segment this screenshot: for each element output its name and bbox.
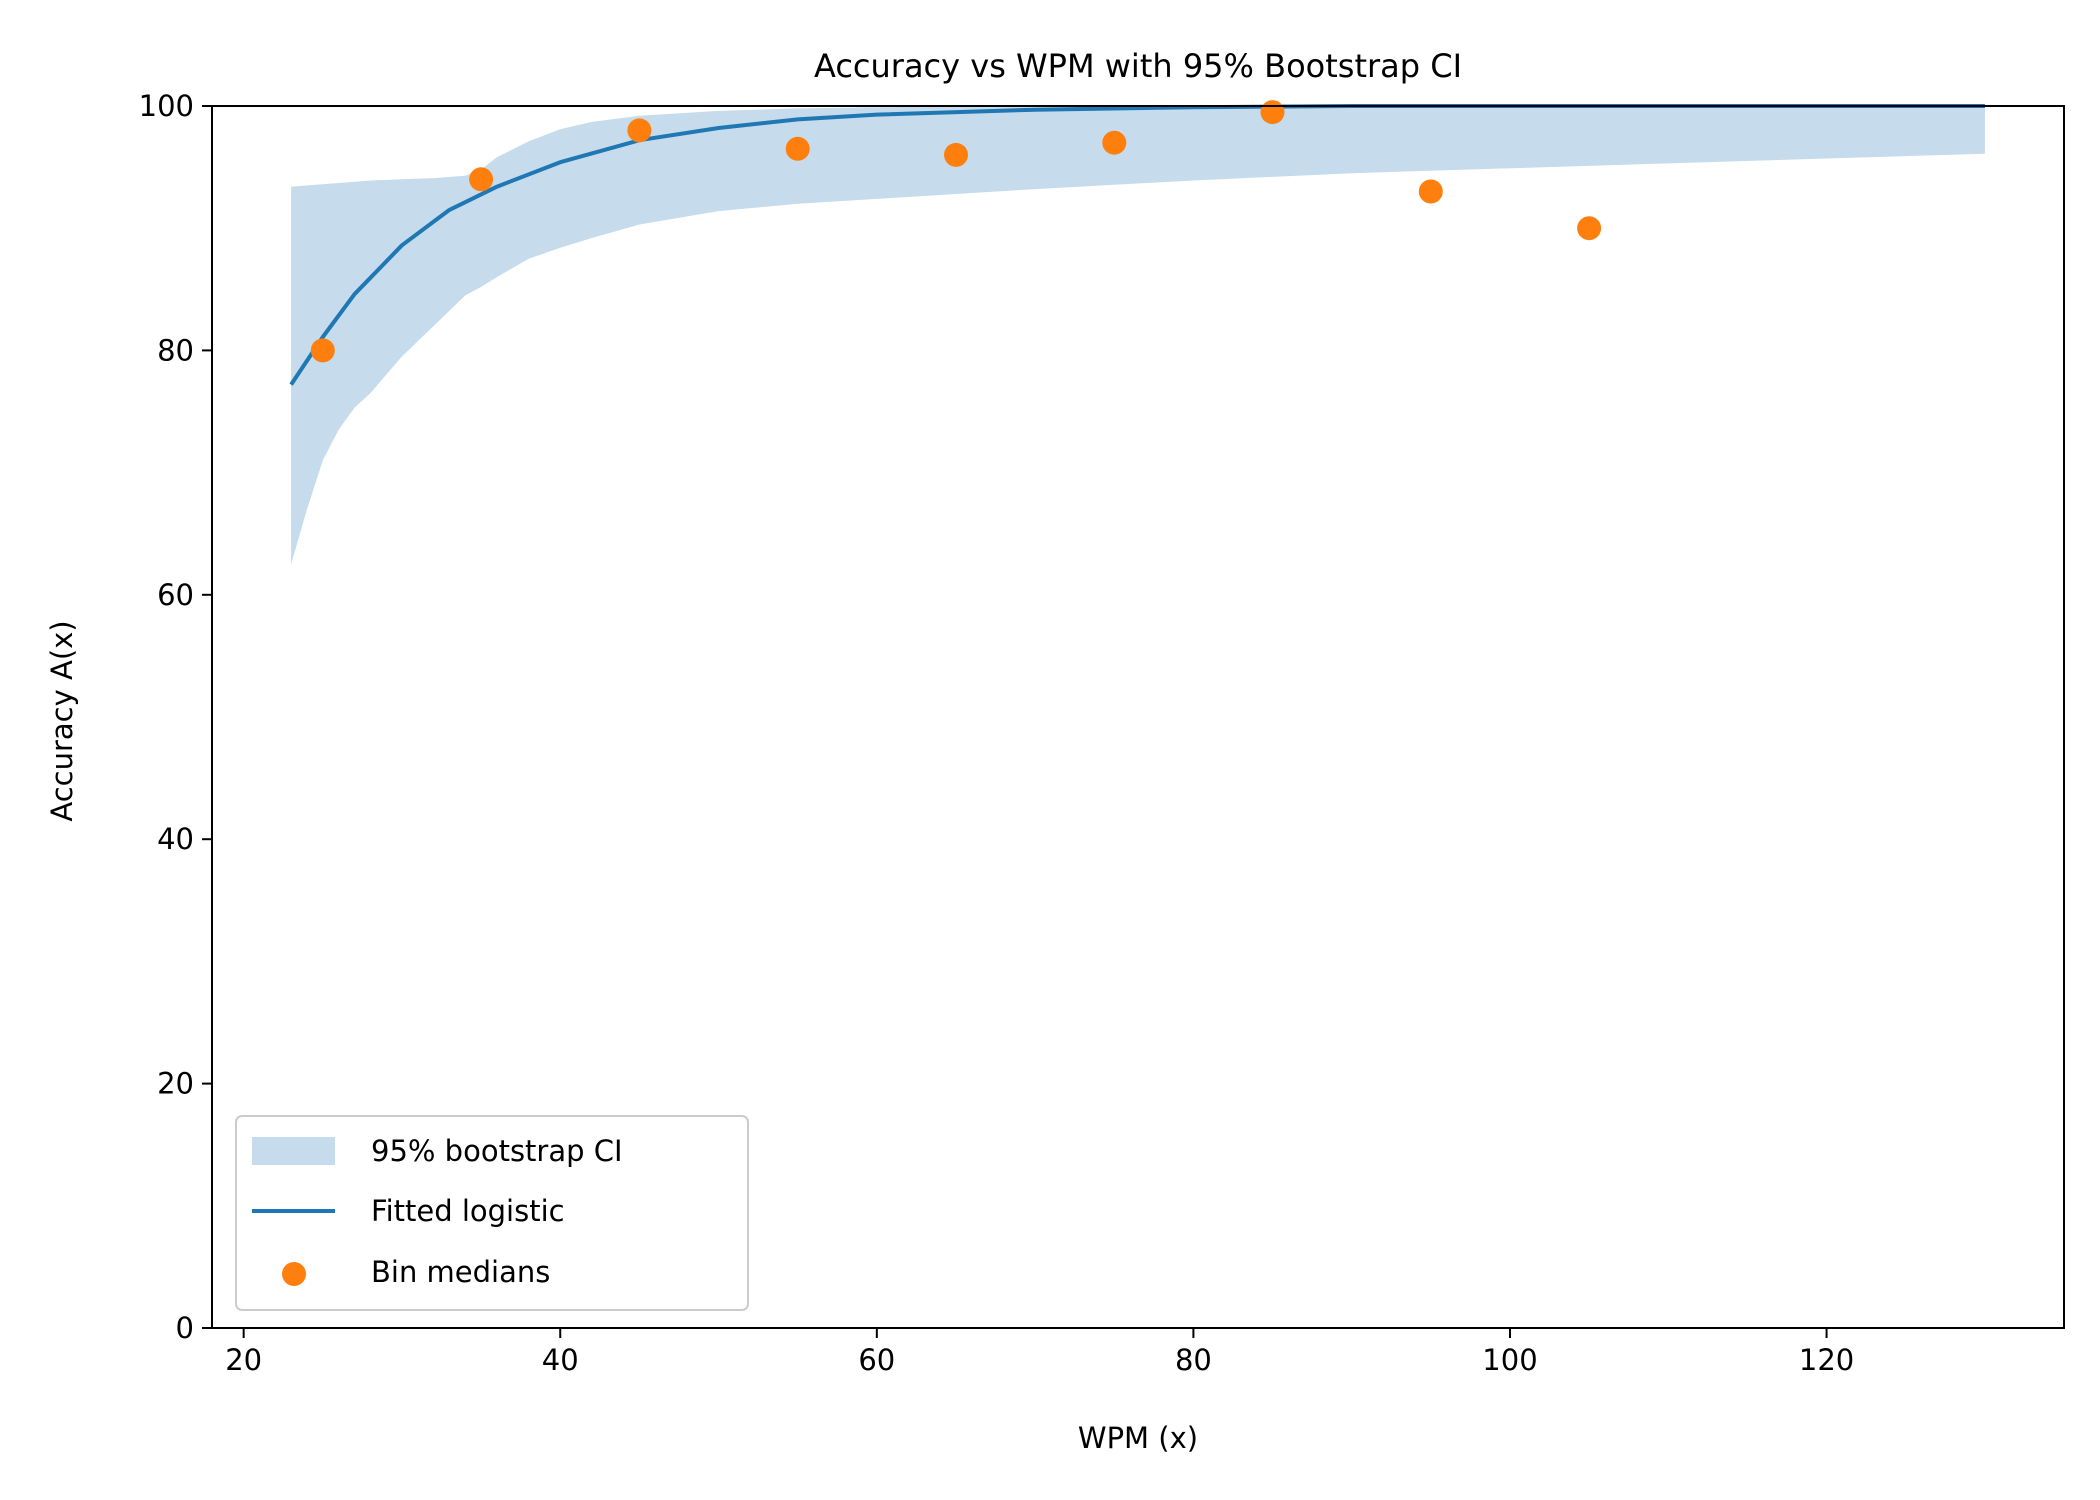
legend: 95% bootstrap CI Fitted logistic Bin media… [235, 1115, 749, 1311]
chart-title: Accuracy vs WPM with 95% Bootstrap CI [814, 47, 1462, 85]
bin-median-point [1102, 130, 1127, 155]
bin-median-point [469, 167, 494, 192]
bin-median-point [310, 338, 335, 363]
x-tick-label: 40 [542, 1343, 579, 1377]
bin-median-point [1260, 100, 1285, 125]
bin-median-point [627, 118, 652, 143]
x-axis-label: WPM (x) [1078, 1421, 1198, 1455]
y-tick-label: 0 [176, 1311, 194, 1345]
legend-label-ci: 95% bootstrap CI [371, 1134, 623, 1168]
legend-label-medians: Bin medians [371, 1255, 550, 1289]
x-tick-label: 60 [858, 1343, 895, 1377]
bin-median-point [785, 136, 810, 161]
bin-median-point [944, 142, 968, 167]
y-tick-label: 40 [157, 822, 194, 856]
y-tick-label: 80 [157, 333, 194, 367]
y-tick-label: 20 [157, 1067, 194, 1101]
x-tick-label: 120 [1799, 1343, 1854, 1377]
y-axis-label: Accuracy A(x) [45, 620, 79, 821]
x-tick-label: 100 [1482, 1343, 1537, 1377]
y-tick-label: 60 [157, 578, 194, 612]
y-axis: 0 20 40 60 80 100 [139, 89, 212, 1345]
x-tick-label: 80 [1175, 1343, 1212, 1377]
legend-box [235, 1115, 749, 1311]
legend-label-fit: Fitted logistic [371, 1194, 565, 1228]
x-tick-label: 20 [225, 1343, 262, 1377]
bin-median-point [1418, 179, 1443, 204]
y-tick-label: 100 [139, 89, 194, 123]
bin-median-point [1577, 216, 1602, 241]
legend-ci-swatch [252, 1137, 335, 1165]
x-axis: 20 40 60 80 100 120 [225, 1328, 1854, 1377]
ci-band [291, 106, 1985, 565]
legend-point-swatch [282, 1262, 306, 1286]
plot-frame [211, 105, 2065, 1329]
